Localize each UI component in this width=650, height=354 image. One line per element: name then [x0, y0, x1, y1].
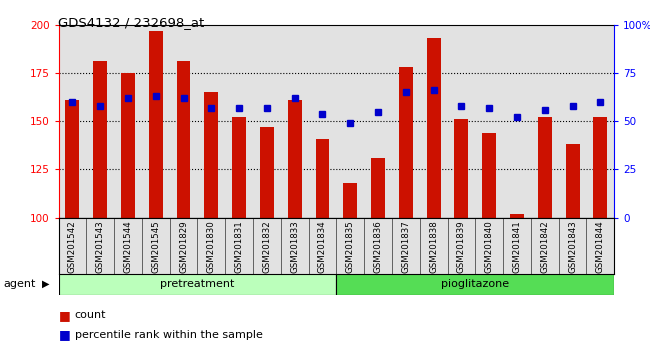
Text: ■: ■	[58, 328, 70, 341]
Bar	[198, 25, 225, 218]
Bar	[343, 183, 358, 218]
Bar	[281, 218, 309, 274]
Text: GSM201835: GSM201835	[346, 221, 355, 273]
Bar	[309, 218, 337, 274]
Text: pioglitazone: pioglitazone	[441, 279, 510, 290]
Bar	[260, 127, 274, 218]
Bar	[392, 218, 420, 274]
Bar	[364, 218, 392, 274]
Bar	[426, 38, 441, 218]
Bar	[420, 218, 447, 274]
Text: ■: ■	[58, 309, 70, 321]
Text: GSM201839: GSM201839	[457, 221, 466, 273]
Bar	[447, 218, 475, 274]
Text: pretreatment: pretreatment	[161, 279, 235, 290]
Bar	[149, 30, 162, 218]
Bar	[198, 218, 225, 274]
Text: GSM201844: GSM201844	[596, 221, 605, 273]
Bar	[93, 62, 107, 218]
Bar	[114, 25, 142, 218]
Bar	[253, 25, 281, 218]
Bar	[66, 100, 79, 218]
Text: percentile rank within the sample: percentile rank within the sample	[75, 330, 263, 339]
Text: agent: agent	[3, 279, 36, 289]
Bar	[586, 218, 614, 274]
Bar	[558, 25, 586, 218]
Bar	[86, 218, 114, 274]
Bar	[337, 25, 364, 218]
Text: GSM201832: GSM201832	[263, 221, 272, 273]
Bar	[482, 133, 496, 218]
Bar	[142, 25, 170, 218]
Text: GSM201836: GSM201836	[374, 221, 383, 273]
Bar	[170, 25, 198, 218]
Bar	[177, 62, 190, 218]
Bar	[226, 218, 253, 274]
Bar	[586, 25, 614, 218]
Bar	[226, 25, 253, 218]
Bar	[454, 119, 469, 218]
Text: count: count	[75, 310, 106, 320]
Text: GSM201837: GSM201837	[401, 221, 410, 273]
Text: GSM201830: GSM201830	[207, 221, 216, 273]
Bar	[503, 218, 531, 274]
Text: GSM201544: GSM201544	[124, 221, 133, 273]
Bar	[315, 139, 330, 218]
Bar	[531, 25, 559, 218]
Text: GSM201834: GSM201834	[318, 221, 327, 273]
Bar	[593, 118, 607, 218]
Bar	[204, 92, 218, 218]
Text: GSM201838: GSM201838	[429, 221, 438, 273]
Bar	[447, 25, 475, 218]
Text: ▶: ▶	[42, 279, 50, 289]
Bar	[475, 218, 503, 274]
Bar	[364, 25, 392, 218]
Text: GSM201543: GSM201543	[96, 221, 105, 273]
Text: GSM201841: GSM201841	[512, 221, 521, 273]
Text: GSM201842: GSM201842	[540, 221, 549, 273]
Bar	[475, 25, 503, 218]
Bar	[114, 218, 142, 274]
Text: GSM201840: GSM201840	[485, 221, 494, 273]
Bar	[531, 218, 559, 274]
Text: GSM201545: GSM201545	[151, 221, 161, 273]
Bar	[337, 274, 614, 295]
Bar	[399, 67, 413, 218]
Bar	[121, 73, 135, 218]
Bar	[58, 25, 86, 218]
Bar	[371, 158, 385, 218]
Bar	[392, 25, 420, 218]
Bar	[510, 214, 524, 218]
Bar	[170, 218, 198, 274]
Text: GSM201829: GSM201829	[179, 221, 188, 273]
Bar	[58, 274, 337, 295]
Bar	[337, 218, 364, 274]
Bar	[566, 144, 580, 218]
Bar	[281, 25, 309, 218]
Bar	[288, 100, 302, 218]
Text: GSM201831: GSM201831	[235, 221, 244, 273]
Text: GSM201833: GSM201833	[290, 221, 299, 273]
Bar	[503, 25, 531, 218]
Bar	[58, 218, 86, 274]
Bar	[420, 25, 447, 218]
Text: GSM201843: GSM201843	[568, 221, 577, 273]
Bar	[142, 218, 170, 274]
Bar	[538, 118, 552, 218]
Bar	[558, 218, 586, 274]
Bar	[253, 218, 281, 274]
Bar	[232, 118, 246, 218]
Bar	[309, 25, 337, 218]
Text: GSM201542: GSM201542	[68, 221, 77, 273]
Text: GDS4132 / 232698_at: GDS4132 / 232698_at	[58, 16, 205, 29]
Bar	[86, 25, 114, 218]
